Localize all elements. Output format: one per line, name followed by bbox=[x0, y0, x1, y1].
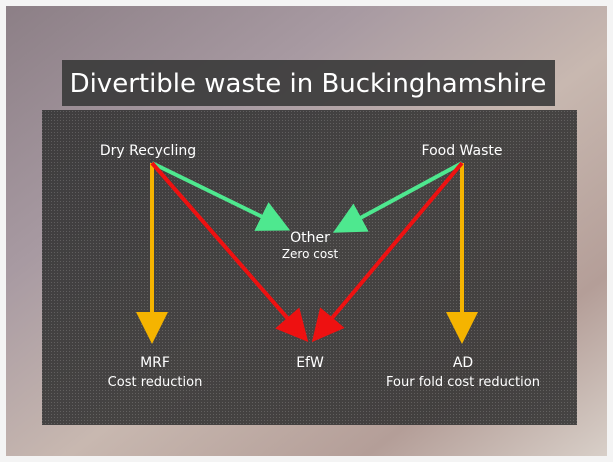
title: Divertible waste in Buckinghamshire bbox=[70, 69, 547, 99]
arrow bbox=[151, 161, 291, 231]
node-sublabel: Zero cost bbox=[282, 247, 339, 261]
arrow bbox=[311, 161, 464, 343]
node-label: MRF bbox=[140, 355, 170, 371]
node-sublabel: Cost reduction bbox=[108, 375, 203, 390]
arrows bbox=[136, 161, 478, 344]
panel bbox=[42, 110, 577, 425]
node-label: Dry Recycling bbox=[100, 143, 196, 159]
title-box bbox=[62, 60, 555, 106]
arrow bbox=[150, 161, 309, 343]
node-label: Other bbox=[290, 230, 330, 246]
node-label: EfW bbox=[296, 355, 324, 371]
node-label: Food Waste bbox=[422, 143, 503, 159]
arrow bbox=[332, 161, 463, 233]
node-sublabel: Four fold cost reduction bbox=[386, 375, 540, 390]
node-label: AD bbox=[453, 355, 473, 371]
